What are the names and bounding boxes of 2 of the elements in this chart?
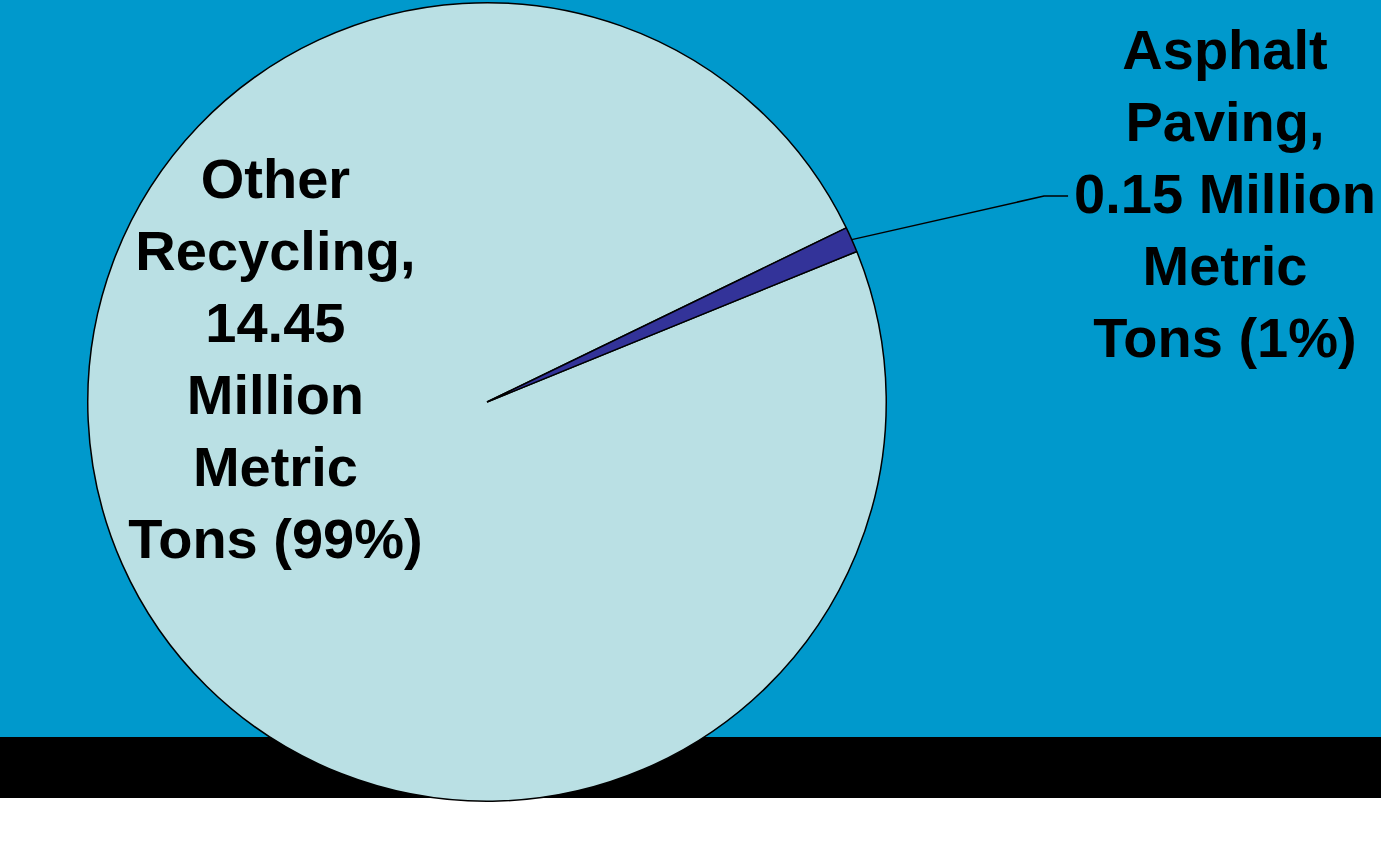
- slice-label: Asphalt Paving, 0.15 Million Metric Tons (1%): [1074, 18, 1376, 370]
- slice-label: Other Recycling, 14.45 Million Metric Tons (99%): [128, 146, 423, 570]
